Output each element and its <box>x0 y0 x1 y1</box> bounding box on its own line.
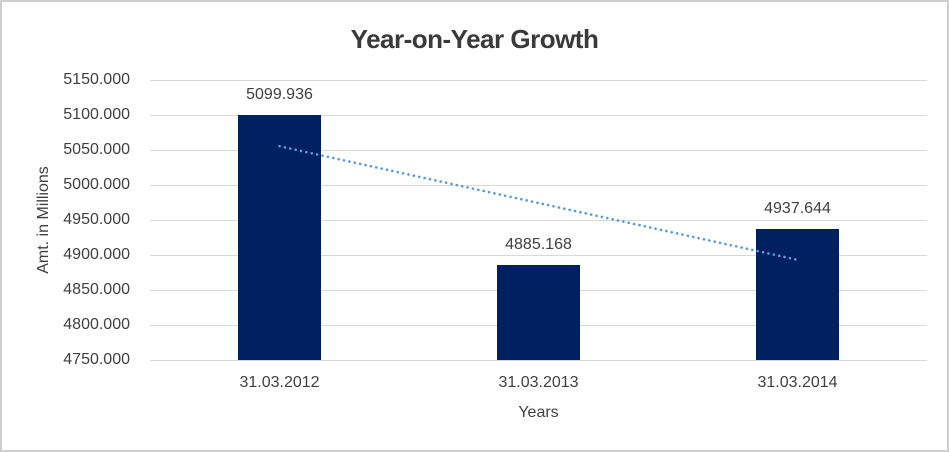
x-tick-label: 31.03.2013 <box>498 374 579 391</box>
chart-title: Year-on-Year Growth <box>350 24 599 54</box>
gridline <box>150 115 927 116</box>
y-tick-label: 4850.000 <box>63 281 130 298</box>
x-tick-label: 31.03.2014 <box>757 374 838 391</box>
y-tick-label: 4800.000 <box>63 316 130 333</box>
gridline <box>150 80 927 81</box>
x-axis-title: Years <box>518 404 559 421</box>
y-tick-label: 5050.000 <box>63 141 130 158</box>
y-tick-label: 5000.000 <box>63 176 130 193</box>
y-tick-label: 5150.000 <box>63 71 130 88</box>
y-tick-label: 5100.000 <box>63 106 130 123</box>
bar-31.03.2013 <box>497 265 580 360</box>
y-tick-label: 4900.000 <box>63 246 130 263</box>
gridline <box>150 360 927 361</box>
y-tick-label: 4950.000 <box>63 211 130 228</box>
bar-31.03.2014 <box>756 228 839 360</box>
y-tick-label: 4750.000 <box>63 351 130 368</box>
bar-value-label: 4937.644 <box>764 199 831 217</box>
bar-value-label: 4885.168 <box>505 236 572 254</box>
x-tick-label: 31.03.2012 <box>239 374 320 391</box>
bar-31.03.2012 <box>238 115 321 360</box>
bar-value-label: 5099.936 <box>246 86 313 104</box>
